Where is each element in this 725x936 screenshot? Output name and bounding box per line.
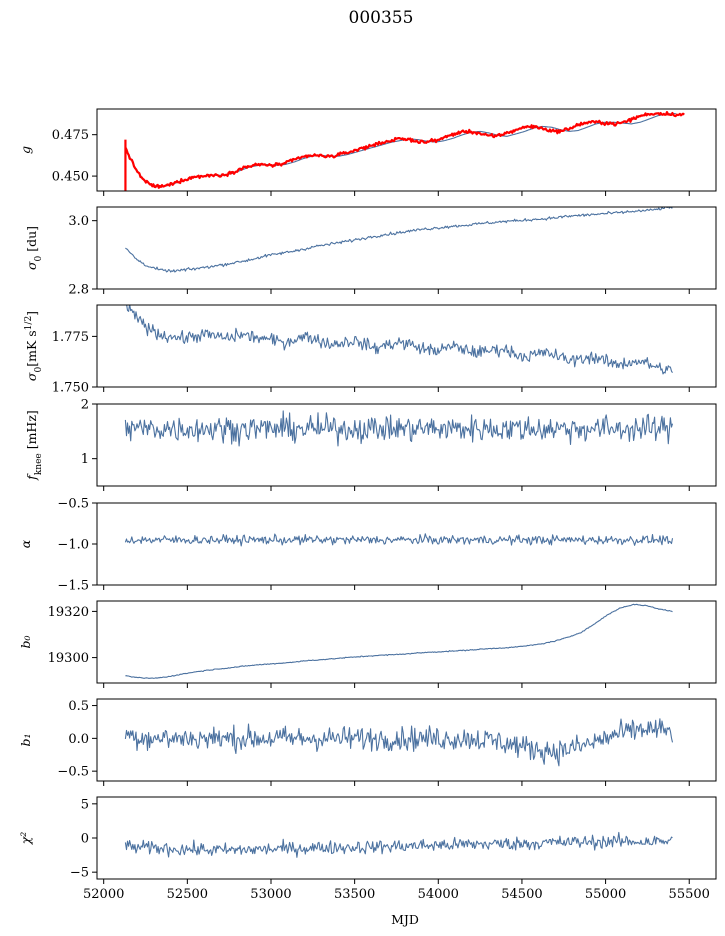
series-line-b0-data	[125, 603, 673, 679]
axes-frame-sigma0_mks	[96, 304, 717, 388]
series-line-chi2-data	[124, 831, 673, 858]
y-axis-label-alpha: α	[18, 539, 33, 548]
y-tick-label-chi2: 5	[81, 797, 89, 812]
x-tick-label: 55000	[585, 887, 626, 902]
x-tick-label: 54500	[501, 887, 542, 902]
axes-frame-g	[96, 108, 717, 192]
x-tick-label: 53000	[250, 887, 291, 902]
x-tick-label: 55500	[669, 887, 710, 902]
y-axis-label-b1: b₁	[18, 733, 33, 746]
axes-frame-chi2	[96, 796, 717, 880]
series-line-b1-data	[124, 718, 674, 767]
y-tick-label-fknee: 2	[81, 398, 89, 413]
axes-frame-b0	[96, 600, 717, 684]
axes-frame-b1	[96, 698, 717, 782]
y-tick-label-chi2: −5	[70, 866, 89, 881]
x-tick-label: 54000	[418, 887, 459, 902]
y-tick-label-alpha: −0.5	[57, 497, 89, 512]
series-line-fknee-data	[124, 410, 674, 447]
series-line-g-fit	[124, 110, 685, 189]
x-tick-label: 52000	[83, 887, 124, 902]
y-axis-label-sigma0_mks: σ0[mK s1/2]	[24, 311, 44, 381]
y-tick-label-b1: 0.0	[68, 732, 89, 747]
series-group-b1	[124, 718, 674, 767]
y-axis-label-chi2: χ²	[18, 832, 33, 846]
y-tick-label-b1: 0.5	[68, 699, 89, 714]
y-tick-label-b0: 19320	[48, 605, 89, 620]
panel-chi2: −5 0 5 52000 52500 53000 53500 54000 54500 55000 5…	[18, 796, 717, 902]
y-tick-label-g: 0.450	[52, 170, 89, 185]
y-tick-label-sigma0_du: 3.0	[68, 214, 89, 229]
x-tick-label: 53500	[334, 887, 375, 902]
panel-alpha: −1.5 −1.0 −0.5 α	[18, 497, 717, 594]
y-tick-label-sigma0_du: 2.8	[68, 283, 89, 298]
series-group-b0	[125, 603, 673, 679]
panel-g: 0.450 0.475 g	[18, 108, 717, 196]
panel-fknee: 1 2 fknee [mHz]	[24, 398, 717, 491]
series-line-sigma0_mks-data	[126, 305, 673, 375]
panel-sigma0_du: 2.8 3.0 σ0 [du]	[24, 206, 717, 298]
y-tick-label-b0: 19300	[48, 651, 89, 666]
series-group-sigma0_mks	[126, 305, 673, 375]
panel-sigma0_mks: 1.750 1.775 σ0[mK s1/2]	[24, 304, 717, 396]
x-axis-label: MJD	[391, 912, 419, 927]
y-tick-label-g: 0.475	[52, 128, 89, 143]
y-tick-label-b1: −0.5	[57, 765, 89, 780]
axes-frame-sigma0_du	[96, 206, 717, 290]
y-axis-label-fknee: fknee [mHz]	[24, 410, 44, 481]
panel-b0: 19300 19320 b₀	[18, 600, 717, 688]
y-tick-label-sigma0_mks: 1.775	[52, 330, 89, 345]
axes-frame-alpha	[96, 502, 717, 586]
y-tick-label-chi2: 0	[81, 832, 89, 847]
series-line-sigma0_du-data	[125, 207, 673, 273]
y-axis-label-g: g	[18, 146, 33, 154]
series-group-sigma0_du	[125, 207, 673, 273]
series-group-fknee	[124, 410, 674, 447]
axes-frame-fknee	[96, 403, 717, 487]
series-group-chi2	[124, 831, 673, 858]
series-group-alpha	[124, 533, 674, 547]
x-tick-label: 52500	[167, 887, 208, 902]
y-axis-label-sigma0_du: σ0 [du]	[24, 226, 44, 270]
figure-title: 000355	[349, 8, 414, 28]
y-tick-label-alpha: −1.5	[57, 579, 89, 594]
series-group-g	[124, 110, 685, 191]
y-tick-label-alpha: −1.0	[57, 538, 89, 553]
series-line-alpha-data	[124, 533, 674, 547]
panel-b1: −0.5 0.0 0.5 b₁	[18, 698, 717, 786]
y-tick-label-sigma0_mks: 1.750	[52, 381, 89, 396]
y-axis-label-b0: b₀	[18, 635, 33, 648]
panels: 0.450 0.475 g 2.8 3.0 σ0 [du] 1.750 1.775 σ0[mK …	[18, 108, 717, 902]
y-tick-label-fknee: 1	[81, 452, 89, 467]
